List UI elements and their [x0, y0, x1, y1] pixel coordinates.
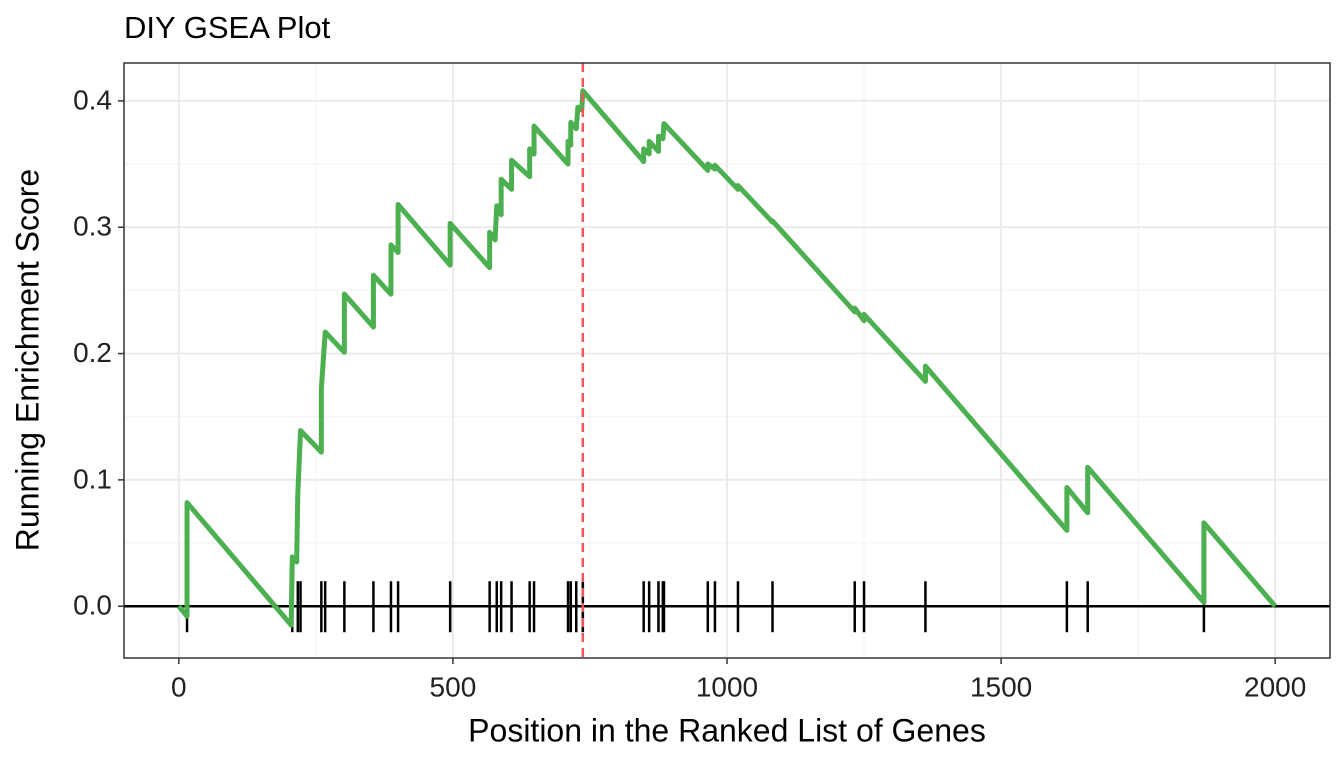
y-tick-label: 0.3	[73, 211, 112, 242]
enrichment-line	[176, 88, 1278, 628]
x-tick-label: 500	[430, 671, 477, 702]
chart-title: DIY GSEA Plot	[124, 10, 331, 45]
y-tick-label: 0.0	[73, 590, 112, 621]
x-axis-title: Position in the Ranked List of Genes	[468, 712, 986, 748]
x-tick-label: 1000	[696, 671, 758, 702]
y-tick-label: 0.4	[73, 84, 112, 115]
panel-border	[123, 62, 1331, 659]
y-axis-title: Running Enrichment Score	[9, 169, 45, 551]
x-tick-label: 0	[171, 671, 187, 702]
y-tick-label: 0.1	[73, 463, 112, 494]
y-tick-label: 0.2	[73, 337, 112, 368]
x-tick-label: 1500	[970, 671, 1032, 702]
x-tick-label: 2000	[1244, 671, 1306, 702]
